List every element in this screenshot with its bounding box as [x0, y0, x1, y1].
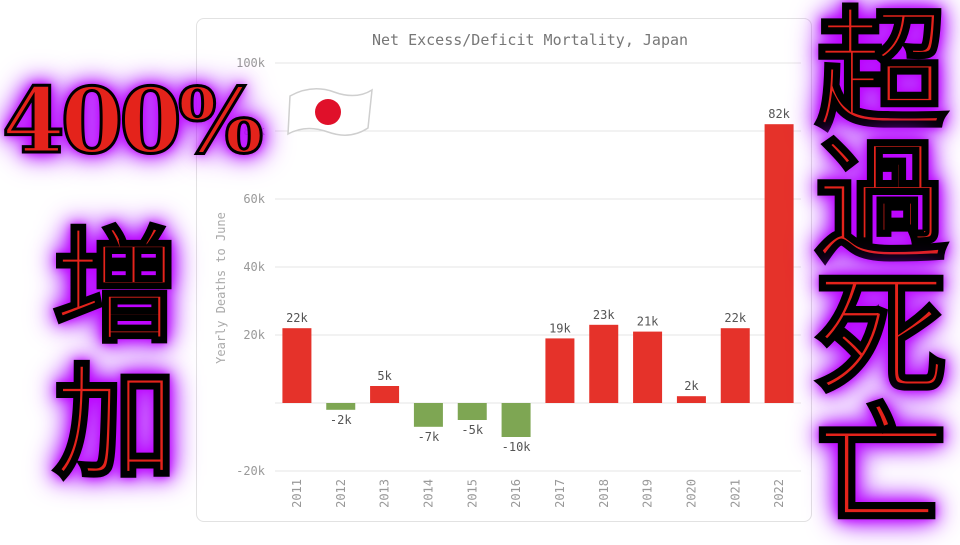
bar-2012	[326, 403, 356, 410]
bar-2022	[764, 124, 794, 403]
chart-card: -20k 20k 40k 60k 80k 100k 22k 2011 -2k 2012 5k 2013…	[196, 18, 812, 522]
bar-2011	[282, 328, 312, 403]
bar-2013	[370, 386, 400, 403]
data-label: -5k	[461, 423, 483, 437]
bar-chart: -20k 20k 40k 60k 80k 100k 22k 2011 -2k 2012 5k 2013…	[214, 31, 801, 508]
data-label: 5k	[377, 369, 392, 383]
kanji-char: 死	[814, 258, 949, 413]
kanji-char: 加	[51, 351, 178, 496]
y-tick-label: 20k	[243, 328, 265, 342]
kanji-char: 過	[814, 126, 949, 281]
kanji-char: 亡	[814, 390, 949, 545]
data-label: -7k	[418, 430, 440, 444]
excess-deaths-kanji: 超 過 死 亡	[806, 0, 956, 545]
y-tick-label: 40k	[243, 260, 265, 274]
bar-2018	[589, 324, 619, 403]
bar-2015	[457, 403, 487, 420]
data-label: 19k	[549, 321, 571, 335]
x-tick-label: 2013	[378, 479, 392, 508]
x-tick-label: 2014	[421, 479, 435, 508]
bar-2020	[676, 396, 706, 403]
x-tick-label: 2019	[641, 479, 655, 508]
data-label: 21k	[637, 315, 659, 329]
bars-layer	[282, 124, 794, 437]
data-label: 22k	[286, 311, 308, 325]
chart-title: Net Excess/Deficit Mortality, Japan	[372, 31, 688, 49]
x-tick-label: 2020	[684, 479, 698, 508]
kanji-char: 増	[51, 215, 178, 360]
bar-2016	[501, 403, 531, 437]
x-tick-label: 2018	[597, 479, 611, 508]
bar-2017	[545, 338, 575, 403]
data-label: 2k	[684, 379, 699, 393]
bar-2019	[633, 331, 663, 403]
x-tick-label: 2022	[772, 479, 786, 508]
percent-increase-text: 400%	[0, 68, 264, 174]
x-tick-label: 2021	[728, 479, 742, 508]
x-tick-label: 2016	[509, 479, 523, 508]
y-tick-label: 60k	[243, 192, 265, 206]
data-label: -2k	[330, 413, 352, 427]
y-tick-label: -20k	[236, 464, 266, 478]
bar-2021	[720, 328, 750, 403]
x-tick-label: 2011	[290, 479, 304, 508]
y-tick-label: 100k	[236, 56, 266, 70]
data-label: -10k	[502, 440, 532, 454]
data-label: 82k	[768, 107, 790, 121]
x-tick-label: 2017	[553, 479, 567, 508]
y-axis-label: Yearly Deaths to June	[214, 212, 228, 364]
y-tick-label: 80k	[243, 124, 265, 138]
data-label: 23k	[593, 308, 615, 322]
increase-kanji: 増 加	[50, 215, 180, 496]
data-label: 22k	[724, 311, 746, 325]
japan-flag-icon	[287, 88, 373, 136]
x-tick-label: 2015	[465, 479, 479, 508]
grid-layer	[275, 62, 801, 472]
bar-2014	[413, 403, 443, 427]
x-tick-label: 2012	[334, 479, 348, 508]
labels-layer: -20k 20k 40k 60k 80k 100k 22k 2011 -2k 2012 5k 2013…	[236, 56, 791, 508]
kanji-char: 超	[814, 0, 949, 149]
